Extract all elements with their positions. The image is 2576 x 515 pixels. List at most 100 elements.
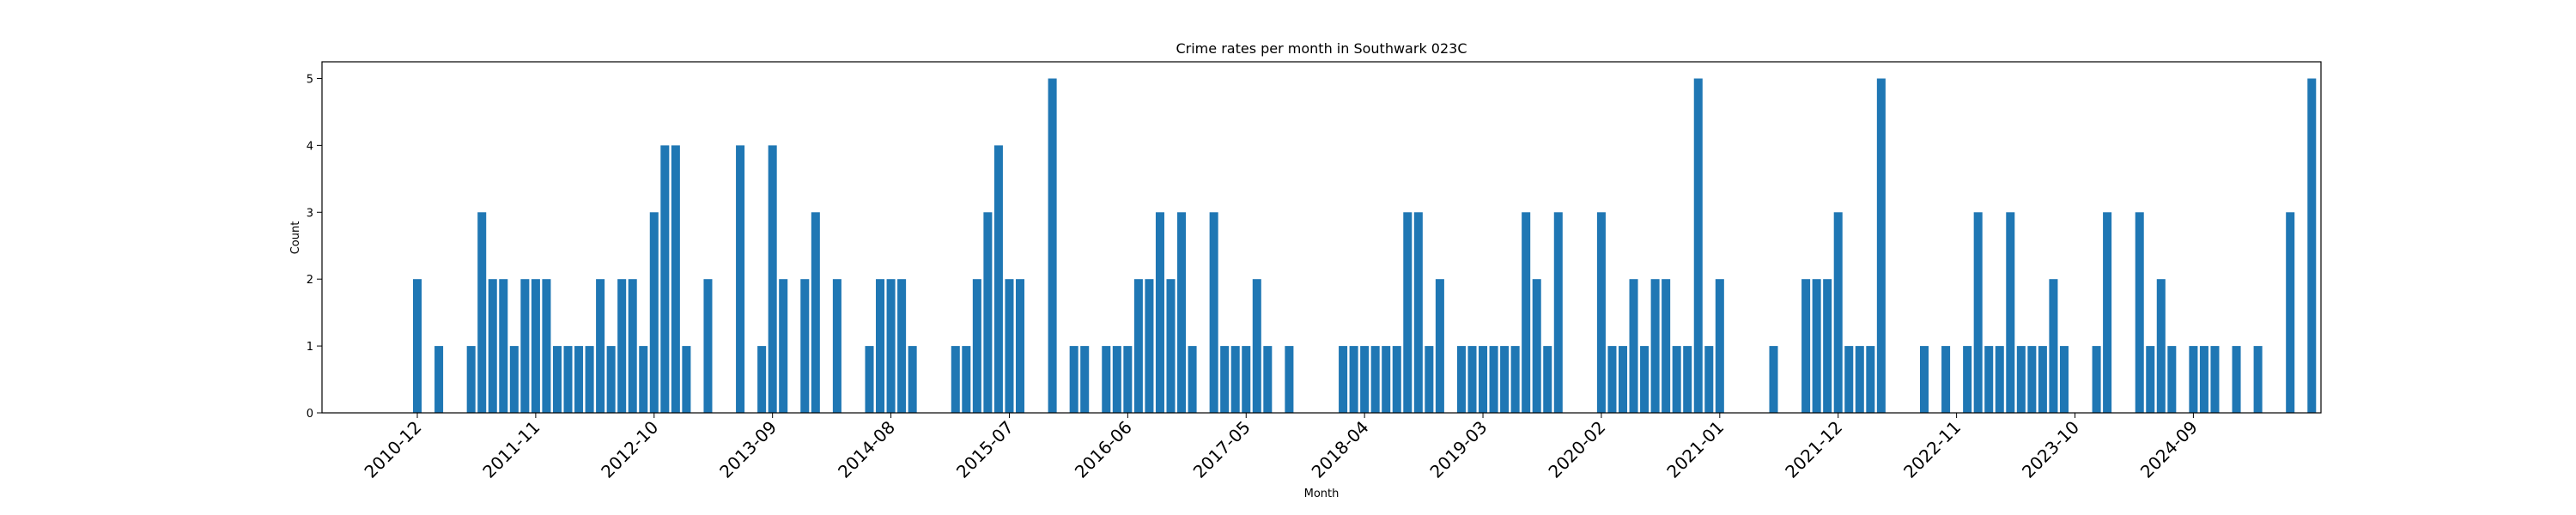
bar xyxy=(1489,346,1498,413)
bar xyxy=(520,279,530,413)
bar xyxy=(499,279,508,413)
bar xyxy=(1833,212,1843,413)
bar xyxy=(1607,346,1617,413)
x-axis-label: Month xyxy=(1304,488,1340,500)
y-tick-label: 1 xyxy=(307,341,313,354)
bar xyxy=(1662,279,1671,413)
bar xyxy=(1855,346,1864,413)
y-tick-label: 0 xyxy=(307,408,313,421)
bar xyxy=(1672,346,1681,413)
x-tick-label: 2020-02 xyxy=(1544,417,1609,482)
bar xyxy=(1209,212,1218,413)
chart-title: Crime rates per month in Southwark 023C xyxy=(1176,40,1467,57)
bar xyxy=(531,279,540,413)
bar xyxy=(1456,346,1466,413)
bar xyxy=(2189,346,2198,413)
bar xyxy=(1500,346,1510,413)
bar xyxy=(1650,279,1660,413)
x-tick-label: 2016-06 xyxy=(1071,417,1136,482)
x-tick-label: 2015-07 xyxy=(952,417,1018,482)
bar xyxy=(488,279,497,413)
bar xyxy=(951,346,960,413)
bar xyxy=(1963,346,1972,413)
bar xyxy=(477,212,487,413)
bar xyxy=(2016,346,2026,413)
y-tick-label: 3 xyxy=(307,207,313,220)
bar xyxy=(1005,279,1014,413)
bar xyxy=(466,346,476,413)
bar xyxy=(1812,279,1821,413)
bar xyxy=(1413,212,1423,413)
plot-frame xyxy=(321,61,2322,414)
x-tick-label: 2021-12 xyxy=(1781,417,1846,482)
bar xyxy=(1715,279,1724,413)
bar xyxy=(768,145,777,413)
bar xyxy=(1823,279,1832,413)
bar xyxy=(736,145,745,413)
bar xyxy=(1984,346,1994,413)
bar xyxy=(703,279,713,413)
bar xyxy=(1919,346,1929,413)
bar xyxy=(1382,346,1391,413)
bar xyxy=(1479,346,1488,413)
bar xyxy=(2092,346,2101,413)
bar xyxy=(552,346,562,413)
bar xyxy=(1230,346,1240,413)
bar xyxy=(682,346,691,413)
y-axis: 0 1 2 3 4 5 xyxy=(307,73,322,421)
x-tick-label: 2018-04 xyxy=(1308,417,1373,482)
bar xyxy=(2210,346,2220,413)
bar xyxy=(2103,212,2112,413)
bar xyxy=(1015,279,1025,413)
x-tick-label: 2010-12 xyxy=(360,417,425,482)
bar xyxy=(1629,279,1638,413)
bar xyxy=(509,346,519,413)
bar xyxy=(1532,279,1541,413)
bar xyxy=(1467,346,1477,413)
bar xyxy=(434,346,444,413)
bar xyxy=(671,145,680,413)
bar xyxy=(639,346,648,413)
bar xyxy=(1285,346,1294,413)
bar xyxy=(886,279,896,413)
bar xyxy=(1392,346,1401,413)
bar xyxy=(1973,212,1983,413)
bar xyxy=(1360,346,1370,413)
bar xyxy=(972,279,981,413)
bar xyxy=(542,279,551,413)
bar xyxy=(865,346,874,413)
bar xyxy=(1263,346,1273,413)
bar xyxy=(2059,346,2069,413)
bar xyxy=(2167,346,2177,413)
bar xyxy=(962,346,971,413)
bar xyxy=(832,279,841,413)
bar xyxy=(628,279,637,413)
y-axis-label: Count xyxy=(289,221,302,255)
bar xyxy=(1522,212,1531,413)
bar xyxy=(800,279,810,413)
x-tick-label: 2019-03 xyxy=(1426,417,1492,482)
bar xyxy=(2049,279,2058,413)
y-tick-label: 2 xyxy=(307,274,313,287)
x-tick-label: 2014-08 xyxy=(834,417,899,482)
bar xyxy=(574,346,584,413)
bar xyxy=(1145,279,1154,413)
bar xyxy=(1123,346,1133,413)
bar xyxy=(993,145,1003,413)
bar xyxy=(1425,346,1434,413)
bar xyxy=(606,346,616,413)
bar xyxy=(649,212,659,413)
bar xyxy=(412,279,422,413)
bar xyxy=(2253,346,2263,413)
bar xyxy=(1435,279,1444,413)
bar xyxy=(1769,346,1778,413)
bar xyxy=(1188,346,1197,413)
bar xyxy=(1048,78,1057,413)
bar xyxy=(908,346,917,413)
bar xyxy=(1403,212,1413,413)
bar xyxy=(596,279,605,413)
bar xyxy=(1693,78,1703,413)
bar xyxy=(1704,346,1714,413)
bar xyxy=(1866,346,1875,413)
